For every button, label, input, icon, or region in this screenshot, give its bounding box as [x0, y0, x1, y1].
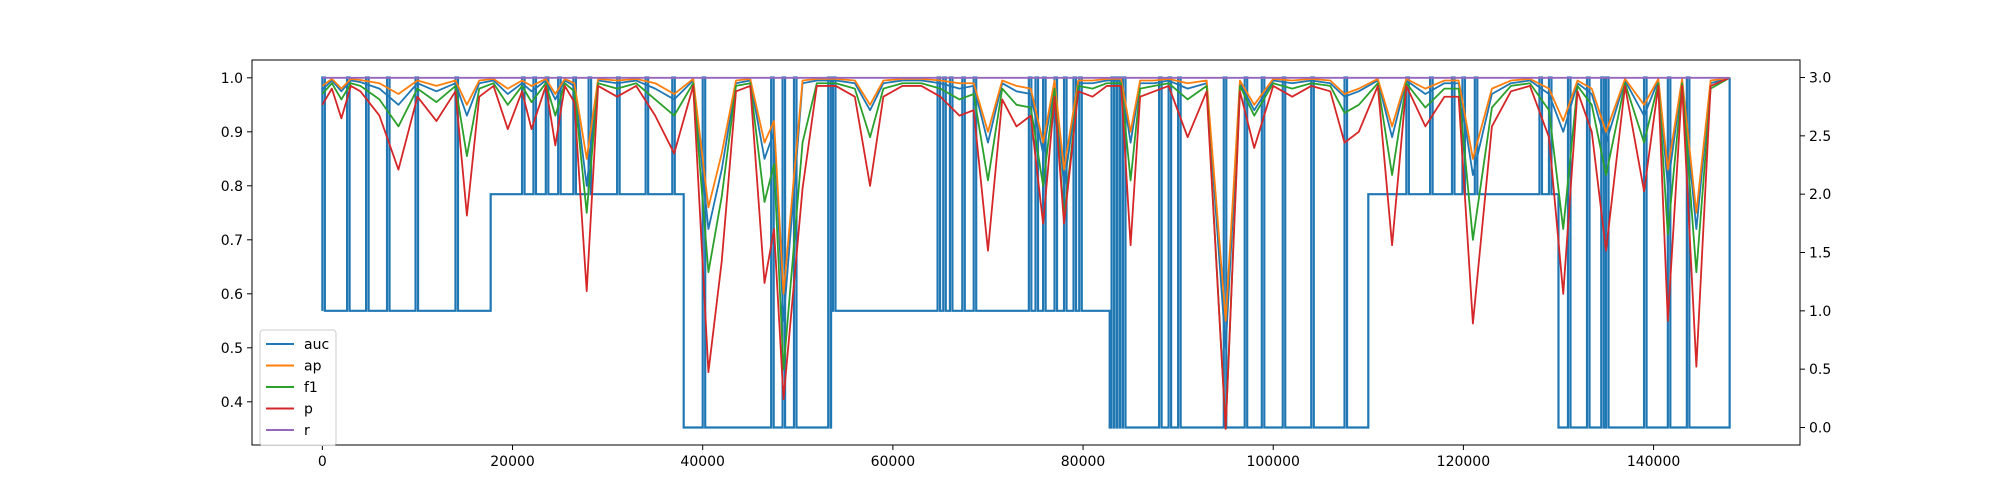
- y-axis-right: 0.0 0.5 1.0 1.5 2.0 2.5 3.0: [1800, 71, 1831, 437]
- x-tick-label: 80000: [1061, 454, 1106, 470]
- legend-label-p: p: [304, 402, 313, 418]
- y-tick-label: 0.8: [221, 179, 243, 195]
- legend-label-auc: auc: [304, 337, 329, 353]
- series-line-f1: [321, 77, 1731, 430]
- y-axis-left: 0.4 0.5 0.6 0.7 0.8 0.9 1.0: [221, 71, 252, 411]
- y-tick-label: 0.7: [221, 233, 243, 249]
- y-right-tick-label: 2.0: [1809, 187, 1831, 203]
- series-line-p: [321, 76, 1730, 430]
- plot-area: [321, 76, 1731, 430]
- x-tick-label: 60000: [871, 454, 916, 470]
- series-line-ap: [321, 76, 1730, 322]
- x-tick-label: 40000: [680, 454, 725, 470]
- x-tick-label: 100000: [1246, 454, 1299, 470]
- y-right-tick-label: 1.0: [1809, 304, 1831, 320]
- x-axis: 0 20000 40000 60000 80000 100000 120000 140000: [318, 445, 1680, 470]
- y-right-tick-label: 2.5: [1809, 129, 1831, 145]
- y-tick-label: 0.9: [221, 125, 243, 141]
- legend-box: [259, 329, 337, 446]
- y-right-tick-label: 1.5: [1809, 246, 1831, 262]
- x-tick-label: 120000: [1437, 454, 1490, 470]
- legend-label-r: r: [304, 423, 310, 439]
- y-tick-label: 0.4: [221, 395, 243, 411]
- x-tick-label: 20000: [490, 454, 535, 470]
- legend-label-ap: ap: [304, 359, 322, 375]
- y-right-tick-label: 0.5: [1809, 362, 1831, 378]
- y-tick-label: 0.5: [221, 341, 243, 357]
- y-right-tick-label: 0.0: [1809, 421, 1831, 437]
- legend: auc ap f1 pr: [259, 329, 337, 446]
- y-tick-label: 1.0: [221, 71, 243, 87]
- legend-label-f1: f1: [304, 380, 318, 396]
- y-right-tick-label: 3.0: [1809, 71, 1831, 87]
- x-tick-label: 0: [318, 454, 327, 470]
- x-tick-label: 140000: [1627, 454, 1680, 470]
- series-line-auc: [321, 76, 1730, 349]
- y-tick-label: 0.6: [221, 287, 243, 303]
